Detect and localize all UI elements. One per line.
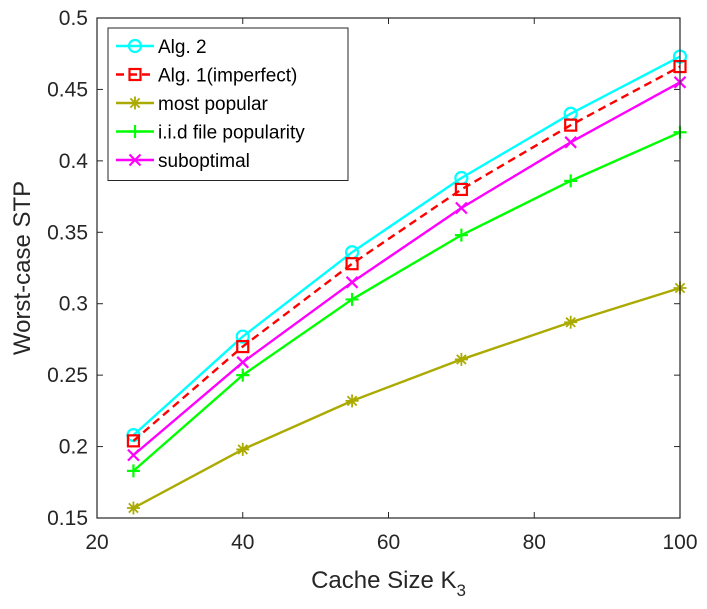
legend-item: i.i.d file popularity — [116, 123, 305, 144]
data-point — [345, 394, 359, 408]
data-point — [127, 448, 140, 462]
legend-marker — [128, 153, 142, 167]
x-tick-label: 60 — [377, 531, 400, 554]
legend-label: Alg. 2 — [158, 37, 207, 58]
series-line — [132, 55, 681, 437]
data-point — [345, 276, 359, 289]
y-tick-label: 0.35 — [47, 221, 88, 244]
x-tick-label: 100 — [662, 531, 697, 554]
legend-item: Alg. 2 — [116, 37, 207, 58]
data-point — [454, 352, 468, 366]
series-line — [132, 286, 681, 510]
y-tick-label: 0.3 — [59, 293, 88, 316]
legend-item: most popular — [116, 94, 269, 115]
x-tick-label: 40 — [231, 531, 254, 554]
x-axis-label-subscript: 3 — [456, 581, 465, 600]
data-point — [454, 228, 468, 242]
legend-label: i.i.d file popularity — [158, 123, 305, 144]
y-tick-label: 0.45 — [47, 78, 88, 101]
series-line — [132, 65, 681, 442]
data-point — [236, 356, 250, 369]
data-point — [455, 201, 468, 215]
legend-marker — [128, 125, 142, 138]
legend-box — [107, 27, 349, 181]
data-point — [345, 257, 359, 271]
legend-marker — [127, 38, 143, 54]
legend-label: Alg. 1(imperfect) — [158, 66, 297, 87]
series-layer — [126, 49, 688, 515]
x-tick-label: 20 — [85, 531, 108, 554]
data-point — [126, 501, 140, 515]
legend-label: suboptimal — [158, 151, 250, 172]
data-point — [236, 442, 250, 456]
x-tick-label: 80 — [523, 531, 546, 554]
data-point — [564, 136, 577, 149]
data-point — [345, 292, 359, 306]
data-point — [126, 434, 141, 448]
data-point — [236, 368, 250, 382]
legend-label: most popular — [158, 94, 269, 115]
y-axis-label: Worst-case STP — [9, 181, 36, 355]
data-point — [564, 174, 578, 188]
legend-item: Alg. 1(imperfect) — [116, 66, 297, 87]
y-tick-label: 0.15 — [47, 507, 88, 530]
data-point — [126, 464, 140, 478]
y-tick-label: 0.25 — [47, 364, 88, 387]
axis-ticks: 20 40 60 80 100 0.15 0.2 0.25 0.3 0.35 0.4 0.45 0.5 — [47, 7, 697, 554]
data-point — [235, 329, 250, 344]
y-tick-label: 0.2 — [59, 436, 88, 459]
legend: Alg. 2 Alg. 1(imperfect) most popular i.i.d… — [107, 27, 349, 181]
data-point — [564, 118, 578, 132]
legend-item: suboptimal — [116, 151, 250, 172]
x-axis-label-main: Cache Size K — [311, 567, 456, 594]
x-axis-label: Cache Size K3 — [311, 567, 466, 600]
series-4 — [127, 76, 687, 462]
data-point — [236, 339, 250, 354]
series-line — [132, 81, 681, 457]
data-point — [454, 182, 468, 197]
legend-marker — [128, 67, 142, 82]
series-2 — [126, 281, 687, 515]
y-tick-label: 0.5 — [59, 7, 88, 30]
y-tick-label: 0.4 — [59, 150, 89, 173]
legend-marker — [128, 96, 142, 110]
data-point — [564, 315, 578, 329]
series-line — [132, 131, 681, 472]
